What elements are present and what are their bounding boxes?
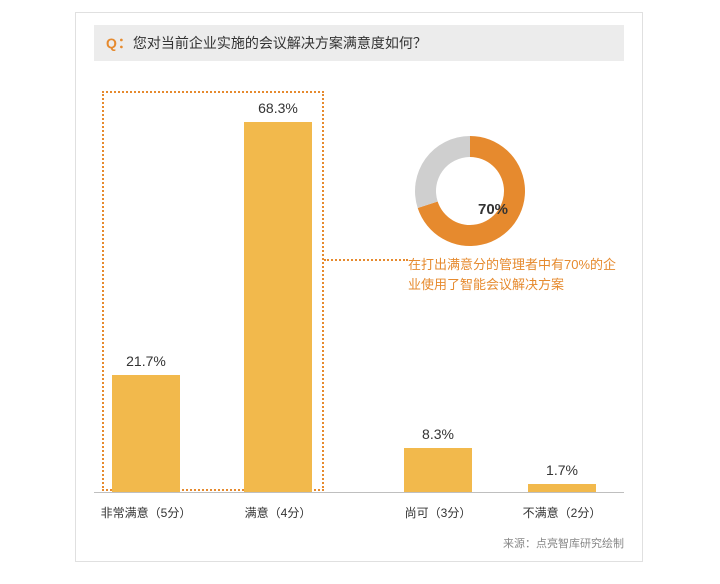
q-prefix: Q： (106, 35, 133, 51)
bar (404, 448, 472, 493)
chart-card: Q：您对当前企业实施的会议解决方案满意度如何？ 21.7% 68.3% 8.3% 1.… (75, 12, 643, 562)
bar-value-label: 21.7% (112, 353, 180, 369)
callout-connector (324, 259, 408, 261)
bars-container: 21.7%68.3%8.3%1.7% (94, 113, 624, 493)
x-axis-label: 不满意（2分） (507, 504, 617, 521)
question-title: 您对当前企业实施的会议解决方案满意度如何？ (133, 35, 427, 51)
x-axis-line (94, 492, 624, 493)
chart-area: 21.7% 68.3% 8.3% 1.7% 非常满意（5分） 满意（4分） 尚可（3分） 不… (94, 91, 624, 521)
callout-text: 在打出满意分的管理者中有70%的企业使用了智能会议解决方案 (408, 255, 618, 294)
x-axis-label: 满意（4分） (223, 504, 333, 521)
bar-value-label: 8.3% (404, 426, 472, 442)
bar (112, 375, 180, 493)
bar-value-label: 68.3% (244, 100, 312, 116)
x-axis-labels: 非常满意（5分） 满意（4分） 尚可（3分） 不满意（2分） (94, 497, 624, 521)
donut-center-label: 70% (478, 201, 508, 218)
donut-svg (410, 131, 530, 251)
source-text: 来源：点亮智库研究绘制 (503, 535, 624, 551)
donut-segment (415, 136, 470, 208)
x-axis-label: 尚可（3分） (383, 504, 493, 521)
x-axis-label: 非常满意（5分） (91, 504, 201, 521)
donut-chart: 70% (410, 131, 530, 251)
bar (244, 122, 312, 493)
question-header: Q：您对当前企业实施的会议解决方案满意度如何？ (94, 25, 624, 61)
bar-value-label: 1.7% (528, 462, 596, 478)
